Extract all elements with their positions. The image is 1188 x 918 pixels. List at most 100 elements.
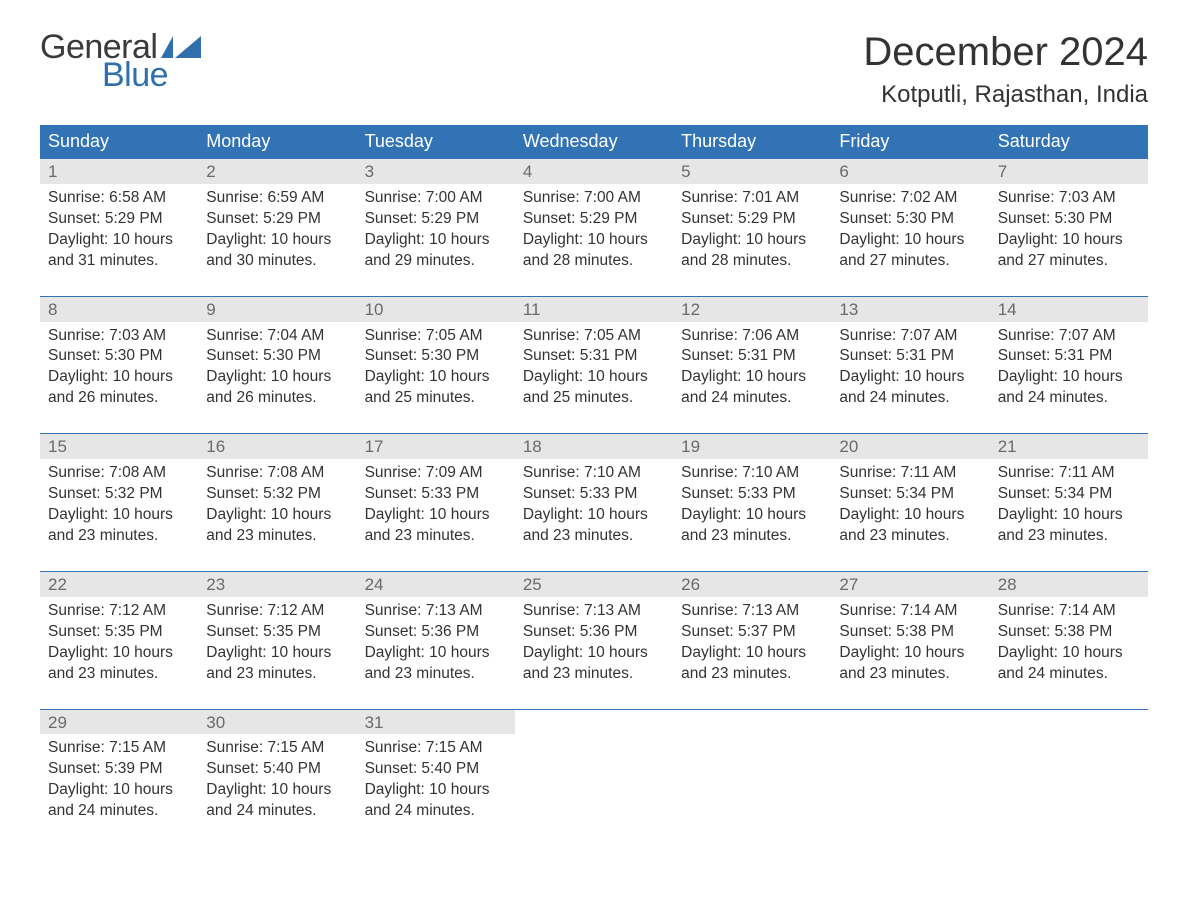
cell-content: Sunrise: 7:07 AMSunset: 5:31 PMDaylight:… (990, 322, 1148, 416)
cell-content: Sunrise: 7:03 AMSunset: 5:30 PMDaylight:… (40, 322, 198, 416)
day-number: 29 (40, 710, 198, 735)
sunrise-text: Sunrise: 7:05 AM (523, 326, 665, 347)
calendar-cell: 18Sunrise: 7:10 AMSunset: 5:33 PMDayligh… (515, 434, 673, 553)
day-header-saturday: Saturday (990, 125, 1148, 158)
day-header-sunday: Sunday (40, 125, 198, 158)
day-number: 7 (990, 159, 1148, 184)
day-number: 2 (198, 159, 356, 184)
cell-content: Sunrise: 7:04 AMSunset: 5:30 PMDaylight:… (198, 322, 356, 416)
calendar-cell: 29Sunrise: 7:15 AMSunset: 5:39 PMDayligh… (40, 710, 198, 829)
cell-content: Sunrise: 7:12 AMSunset: 5:35 PMDaylight:… (40, 597, 198, 691)
daylight-line2: and 27 minutes. (998, 251, 1140, 272)
day-header-thursday: Thursday (673, 125, 831, 158)
sunset-text: Sunset: 5:32 PM (206, 484, 348, 505)
daylight-line1: Daylight: 10 hours (523, 643, 665, 664)
sunrise-text: Sunrise: 7:06 AM (681, 326, 823, 347)
cell-content: Sunrise: 7:11 AMSunset: 5:34 PMDaylight:… (990, 459, 1148, 553)
daylight-line2: and 26 minutes. (48, 388, 190, 409)
cell-content: Sunrise: 7:07 AMSunset: 5:31 PMDaylight:… (831, 322, 989, 416)
daylight-line1: Daylight: 10 hours (839, 643, 981, 664)
cell-content: Sunrise: 7:08 AMSunset: 5:32 PMDaylight:… (40, 459, 198, 553)
day-number: 22 (40, 572, 198, 597)
daylight-line1: Daylight: 10 hours (523, 230, 665, 251)
daylight-line2: and 23 minutes. (48, 664, 190, 685)
daylight-line2: and 23 minutes. (523, 526, 665, 547)
daylight-line1: Daylight: 10 hours (365, 230, 507, 251)
sunrise-text: Sunrise: 7:13 AM (523, 601, 665, 622)
calendar-cell: 3Sunrise: 7:00 AMSunset: 5:29 PMDaylight… (357, 159, 515, 278)
sunset-text: Sunset: 5:35 PM (48, 622, 190, 643)
daylight-line1: Daylight: 10 hours (839, 230, 981, 251)
cell-content: Sunrise: 7:13 AMSunset: 5:36 PMDaylight:… (515, 597, 673, 691)
logo-text-blue: Blue (102, 58, 201, 92)
sunset-text: Sunset: 5:38 PM (839, 622, 981, 643)
calendar-cell: 30Sunrise: 7:15 AMSunset: 5:40 PMDayligh… (198, 710, 356, 829)
daylight-line2: and 29 minutes. (365, 251, 507, 272)
daylight-line2: and 23 minutes. (998, 526, 1140, 547)
day-number: 14 (990, 297, 1148, 322)
sunrise-text: Sunrise: 7:07 AM (839, 326, 981, 347)
week-row: 1Sunrise: 6:58 AMSunset: 5:29 PMDaylight… (40, 158, 1148, 278)
day-number: 4 (515, 159, 673, 184)
week-row: 15Sunrise: 7:08 AMSunset: 5:32 PMDayligh… (40, 433, 1148, 553)
day-number: 1 (40, 159, 198, 184)
sunrise-text: Sunrise: 7:04 AM (206, 326, 348, 347)
day-number: 30 (198, 710, 356, 735)
sunset-text: Sunset: 5:33 PM (523, 484, 665, 505)
daylight-line2: and 24 minutes. (998, 664, 1140, 685)
daylight-line2: and 25 minutes. (365, 388, 507, 409)
daylight-line2: and 27 minutes. (839, 251, 981, 272)
cell-content: Sunrise: 7:14 AMSunset: 5:38 PMDaylight:… (831, 597, 989, 691)
daylight-line2: and 26 minutes. (206, 388, 348, 409)
sunset-text: Sunset: 5:38 PM (998, 622, 1140, 643)
daylight-line2: and 24 minutes. (48, 801, 190, 822)
calendar-cell: 4Sunrise: 7:00 AMSunset: 5:29 PMDaylight… (515, 159, 673, 278)
cell-content: Sunrise: 7:06 AMSunset: 5:31 PMDaylight:… (673, 322, 831, 416)
sunrise-text: Sunrise: 7:15 AM (365, 738, 507, 759)
daylight-line1: Daylight: 10 hours (998, 505, 1140, 526)
sunset-text: Sunset: 5:34 PM (998, 484, 1140, 505)
calendar-cell: 28Sunrise: 7:14 AMSunset: 5:38 PMDayligh… (990, 572, 1148, 691)
sunrise-text: Sunrise: 7:15 AM (48, 738, 190, 759)
cell-content: Sunrise: 7:13 AMSunset: 5:36 PMDaylight:… (357, 597, 515, 691)
daylight-line1: Daylight: 10 hours (365, 367, 507, 388)
daylight-line1: Daylight: 10 hours (998, 367, 1140, 388)
daylight-line2: and 23 minutes. (839, 664, 981, 685)
sunset-text: Sunset: 5:30 PM (365, 346, 507, 367)
day-header-tuesday: Tuesday (357, 125, 515, 158)
daylight-line2: and 24 minutes. (206, 801, 348, 822)
daylight-line1: Daylight: 10 hours (206, 643, 348, 664)
sunset-text: Sunset: 5:36 PM (523, 622, 665, 643)
page-title: December 2024 (863, 30, 1148, 75)
sunset-text: Sunset: 5:32 PM (48, 484, 190, 505)
daylight-line2: and 23 minutes. (48, 526, 190, 547)
daylight-line2: and 24 minutes. (681, 388, 823, 409)
calendar-cell: 1Sunrise: 6:58 AMSunset: 5:29 PMDaylight… (40, 159, 198, 278)
cell-content: Sunrise: 7:09 AMSunset: 5:33 PMDaylight:… (357, 459, 515, 553)
calendar-cell: 17Sunrise: 7:09 AMSunset: 5:33 PMDayligh… (357, 434, 515, 553)
daylight-line1: Daylight: 10 hours (681, 505, 823, 526)
sunset-text: Sunset: 5:30 PM (48, 346, 190, 367)
week-row: 29Sunrise: 7:15 AMSunset: 5:39 PMDayligh… (40, 709, 1148, 829)
day-number: 17 (357, 434, 515, 459)
sunset-text: Sunset: 5:39 PM (48, 759, 190, 780)
sunrise-text: Sunrise: 7:11 AM (998, 463, 1140, 484)
sunset-text: Sunset: 5:29 PM (681, 209, 823, 230)
daylight-line2: and 28 minutes. (523, 251, 665, 272)
week-row: 22Sunrise: 7:12 AMSunset: 5:35 PMDayligh… (40, 571, 1148, 691)
calendar-cell: 31Sunrise: 7:15 AMSunset: 5:40 PMDayligh… (357, 710, 515, 829)
sunrise-text: Sunrise: 7:12 AM (48, 601, 190, 622)
calendar-cell: 24Sunrise: 7:13 AMSunset: 5:36 PMDayligh… (357, 572, 515, 691)
sunset-text: Sunset: 5:34 PM (839, 484, 981, 505)
daylight-line1: Daylight: 10 hours (365, 643, 507, 664)
calendar-cell: 26Sunrise: 7:13 AMSunset: 5:37 PMDayligh… (673, 572, 831, 691)
day-header-friday: Friday (831, 125, 989, 158)
day-number: 27 (831, 572, 989, 597)
cell-content: Sunrise: 7:05 AMSunset: 5:31 PMDaylight:… (515, 322, 673, 416)
calendar-cell: 8Sunrise: 7:03 AMSunset: 5:30 PMDaylight… (40, 297, 198, 416)
daylight-line2: and 24 minutes. (365, 801, 507, 822)
daylight-line2: and 23 minutes. (839, 526, 981, 547)
calendar-cell-empty (831, 710, 989, 829)
cell-content: Sunrise: 7:14 AMSunset: 5:38 PMDaylight:… (990, 597, 1148, 691)
sunset-text: Sunset: 5:37 PM (681, 622, 823, 643)
